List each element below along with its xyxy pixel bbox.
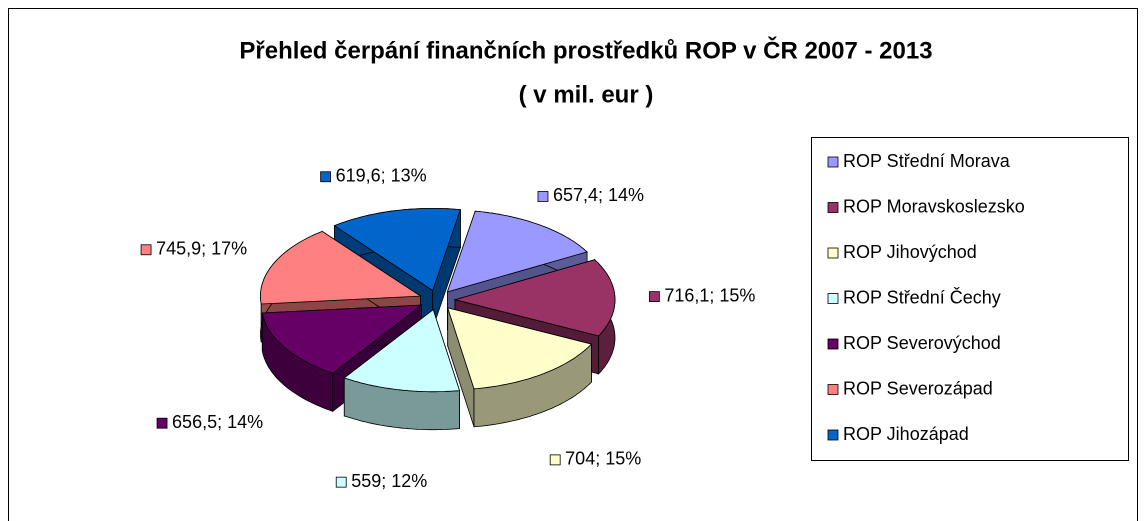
data-label-key [648,291,660,303]
legend-swatch [827,247,839,259]
data-label: 704; 15% [565,449,641,469]
slice-top [343,309,461,393]
legend-label: ROP Jihozápad [843,424,969,444]
legend-label: ROP Severozápad [843,378,993,398]
legend-box [811,137,1129,461]
legend-swatch [827,156,839,168]
data-label: 559; 12% [351,471,427,491]
legend-swatch [827,429,839,441]
slice-top [447,307,593,390]
slice-top [446,210,588,293]
data-label: 745,9; 17% [156,239,247,259]
legend-swatch [827,384,839,395]
slice [447,307,593,428]
legend-label: ROP Moravskoslezsko [843,196,1025,216]
legend-label: ROP Jihovýchod [843,242,977,262]
legend-swatch [827,293,839,304]
data-label-key [156,417,168,429]
slice-top [453,259,616,337]
slice [343,308,461,431]
chart-subtitle: ( v mil. eur ) [519,81,654,108]
data-label-key [320,171,332,183]
data-label: 656,5; 14% [172,412,263,432]
legend-label: ROP Severovýchod [843,333,1001,353]
data-label: 716,1; 15% [664,285,755,305]
legend-swatch [827,202,839,213]
data-label-key [537,191,549,202]
data-label: 619,6; 13% [336,165,427,185]
legend-swatch [827,338,839,350]
data-label-key [335,476,347,488]
data-label: 657,4; 14% [553,185,644,205]
slice-top [261,304,423,374]
slice-top [260,230,422,305]
data-label-key [140,244,152,256]
legend-label: ROP Střední Čechy [843,286,1001,307]
data-label-key [549,454,561,466]
slice-top [333,207,461,292]
chart-title: Přehled čerpání finančních prostředků RO… [239,36,932,64]
legend-label: ROP Střední Morava [843,151,1011,171]
